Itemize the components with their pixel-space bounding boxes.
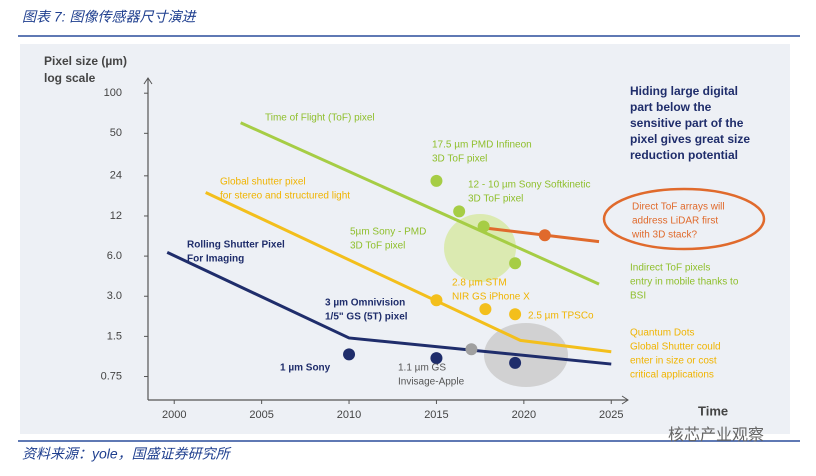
data-point xyxy=(509,257,522,270)
series-line xyxy=(240,121,600,286)
y-tick-label: 12 xyxy=(110,210,122,222)
annotation: Indirect ToF pixels xyxy=(630,263,710,274)
annotation: 2.8 µm STM xyxy=(452,278,507,289)
x-tick-label: 2015 xyxy=(424,409,448,421)
annotation: 3D ToF pixel xyxy=(468,194,523,205)
y-tick-label: 24 xyxy=(110,170,122,182)
annotation: Direct ToF arrays will xyxy=(632,202,725,213)
y-tick-label: 100 xyxy=(104,87,122,99)
annotation: 3D ToF pixel xyxy=(350,241,405,252)
y-tick-label: 6.0 xyxy=(107,250,122,262)
data-point xyxy=(538,229,551,242)
series-line xyxy=(166,251,612,366)
annotation: Global Shutter could xyxy=(630,342,721,353)
y-axis-label: Pixel size (µm) xyxy=(44,54,127,68)
annotation: sensitive part of the xyxy=(630,116,744,130)
annotation: Rolling Shutter Pixel xyxy=(187,240,285,251)
annotation: Invisage-Apple xyxy=(398,377,465,388)
annotation: 3 µm Omnivision xyxy=(325,298,405,309)
data-point xyxy=(465,343,478,356)
annotation: entry in mobile thanks to xyxy=(630,277,739,288)
annotation: 1.1 µm GS xyxy=(398,363,446,374)
annotation: address LiDAR first xyxy=(632,216,718,227)
annotation: enter in size or cost xyxy=(630,356,717,367)
x-tick-label: 2010 xyxy=(337,409,361,421)
axis-arrow xyxy=(143,77,153,85)
annotation: pixel gives great size xyxy=(630,132,750,146)
y-tick-label: 0.75 xyxy=(101,370,122,382)
annotation: 17.5 µm PMD Infineon xyxy=(432,140,532,151)
x-tick-label: 2000 xyxy=(162,409,186,421)
data-point xyxy=(453,205,466,218)
annotation: For Imaging xyxy=(187,254,244,265)
series-line xyxy=(205,191,612,354)
callout-ellipse xyxy=(602,187,766,251)
annotation: Time of Flight (ToF) pixel xyxy=(265,113,375,124)
data-point xyxy=(430,294,443,307)
annotation: Hiding large digital xyxy=(630,84,738,98)
data-point xyxy=(477,220,490,233)
data-point xyxy=(343,348,356,361)
annotation: 5µm Sony - PMD xyxy=(350,227,426,238)
annotation: NIR GS iPhone X xyxy=(452,292,530,303)
data-point xyxy=(509,308,522,321)
annotation: for stereo and structured light xyxy=(220,191,350,202)
annotation: critical applications xyxy=(630,370,714,381)
annotation: 3D ToF pixel xyxy=(432,154,487,165)
x-tick-label: 2025 xyxy=(599,409,623,421)
source: 资料来源：yole，国盛证券研究所 xyxy=(22,446,232,462)
data-point xyxy=(479,303,492,316)
annotation: 2.5 µm TPSCo xyxy=(528,311,594,322)
annotation: BSI xyxy=(630,291,646,302)
annotation: with 3D stack? xyxy=(631,230,697,241)
data-point xyxy=(430,352,443,365)
axis-arrow xyxy=(621,395,629,405)
y-tick-label: 3.0 xyxy=(107,290,122,302)
figure-title: 图表 7: 图像传感器尺寸演进 xyxy=(22,9,197,25)
x-tick-label: 2005 xyxy=(249,409,273,421)
y-axis-label: log scale xyxy=(44,71,96,85)
watermark: 核芯产业观察 xyxy=(668,426,764,444)
plot: 100 50 24 12 6.0 3.0 1.5 0.75 2000 2005 2010 2015 20… xyxy=(44,54,750,421)
annotation: part below the xyxy=(630,100,712,114)
data-point xyxy=(430,174,443,187)
x-tick-label: 2020 xyxy=(512,409,536,421)
x-axis-label: Time xyxy=(698,403,728,418)
data-point xyxy=(509,356,522,369)
annotation: 12 - 10 µm Sony Softkinetic xyxy=(468,180,591,191)
annotation: 1 µm Sony xyxy=(280,363,331,374)
y-tick-label: 50 xyxy=(110,127,122,139)
y-tick-label: 1.5 xyxy=(107,330,122,342)
annotation: Global shutter pixel xyxy=(220,177,306,188)
annotation: reduction potential xyxy=(630,148,738,162)
annotation: 1/5" GS (5T) pixel xyxy=(325,312,408,323)
annotation: Quantum Dots xyxy=(630,328,694,339)
